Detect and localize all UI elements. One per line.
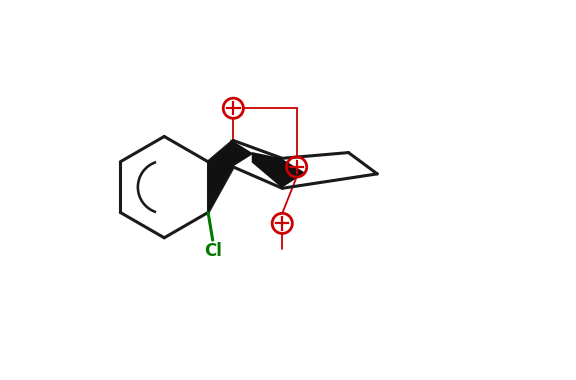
Text: Cl: Cl	[204, 242, 222, 260]
Polygon shape	[208, 141, 233, 212]
Polygon shape	[281, 158, 305, 188]
Polygon shape	[230, 139, 253, 168]
Polygon shape	[252, 152, 282, 188]
